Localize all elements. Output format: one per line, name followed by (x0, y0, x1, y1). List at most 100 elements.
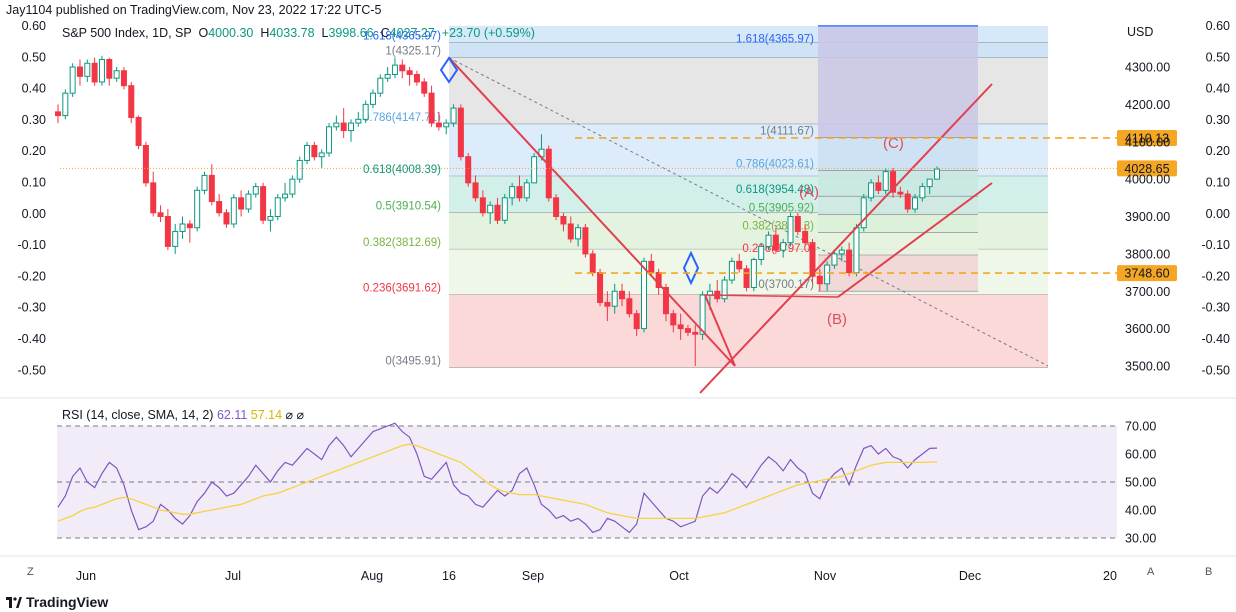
candle-body (838, 249, 845, 255)
candle-body (362, 103, 369, 120)
candle-body (604, 301, 611, 307)
price-tick-label: 3700.00 (1125, 285, 1170, 299)
candle-body (501, 197, 508, 221)
fib2-top-label: 1.618(4365.97) (736, 33, 814, 45)
time-tick-label: Jun (76, 569, 96, 583)
candle-body (692, 331, 699, 335)
candle-body (172, 230, 179, 247)
candle-body (252, 186, 259, 195)
candle-body (677, 324, 684, 330)
candle-body (582, 227, 589, 255)
left-tick-label: 0.10 (22, 176, 46, 190)
candle-body (62, 92, 69, 117)
price-tick-label: 3800.00 (1125, 247, 1170, 261)
lower-channel-line (837, 182, 993, 298)
price-tick-label: 4300.00 (1125, 61, 1170, 75)
price-tick-label: 3600.00 (1125, 322, 1170, 336)
candle-body (230, 197, 237, 225)
low-label: L (321, 26, 329, 40)
candle-body (179, 223, 186, 232)
candle-body (611, 290, 618, 307)
rsi-label: RSI (14, close, SMA, 14, 2) (62, 408, 214, 422)
zoom-button[interactable]: Z (27, 566, 34, 578)
candle-body (619, 290, 626, 300)
fib2-zone (818, 25, 978, 138)
price-tick-label: 3500.00 (1125, 360, 1170, 374)
log-scale-button[interactable]: B (1205, 566, 1213, 578)
candle-body (772, 234, 779, 251)
candle-body (912, 197, 919, 210)
left-tick-label: -0.10 (18, 238, 47, 252)
candle-body (91, 62, 98, 83)
candle-body (245, 193, 252, 210)
candle-body (516, 186, 523, 199)
footer-brand[interactable]: TradingView (6, 594, 108, 610)
candle-body (399, 64, 406, 72)
candle-body (589, 253, 596, 274)
candle-body (369, 92, 376, 105)
candle-body (853, 227, 860, 274)
candle-body (890, 171, 897, 193)
candle-body (450, 107, 457, 124)
candle-body (157, 212, 164, 217)
candle-body (670, 313, 677, 326)
candle-body (208, 174, 215, 203)
fib1-level-label: 1(4325.17) (385, 46, 441, 58)
candle-body (289, 178, 296, 195)
auto-scale-button[interactable]: A (1147, 566, 1155, 578)
candle-body (494, 204, 501, 221)
wave-label-a: (A) (799, 184, 819, 201)
wave-line-1 (704, 294, 839, 298)
candle-body (55, 111, 61, 117)
candle-body (736, 260, 743, 270)
candle-body (186, 223, 193, 229)
candle-body (296, 159, 303, 180)
time-tick-label: Oct (669, 569, 689, 583)
candle-body (523, 182, 530, 199)
candle-body (787, 216, 794, 244)
left-tick-label: 0.50 (22, 50, 46, 64)
candle-body (487, 204, 494, 214)
candle-body (904, 193, 911, 210)
right-tick-label: -0.30 (1202, 301, 1231, 315)
candle-body (831, 253, 838, 266)
candle-body (260, 186, 267, 221)
publisher-line: Jay1104 published on TradingView.com, No… (6, 3, 382, 17)
candle-body (348, 122, 354, 132)
candle-body (428, 92, 435, 124)
candle-body (216, 201, 223, 214)
candle-body (135, 116, 142, 146)
price-tag-bg (1117, 160, 1177, 177)
candle-body (84, 62, 91, 77)
candle-body (662, 287, 669, 315)
left-tick-label: 0.40 (22, 82, 46, 96)
fib1-level-label: 0.5(3910.54) (376, 201, 441, 213)
candle-body (98, 59, 105, 83)
rsi-eye-icons[interactable]: ⌀ ⌀ (285, 408, 305, 422)
rsi-value: 62.11 (216, 408, 248, 422)
candle-body (824, 264, 831, 285)
candle-body (113, 70, 120, 79)
candle-body (142, 144, 149, 184)
candle-body (882, 171, 889, 191)
price-tag-label: 4110.13 (1125, 131, 1169, 145)
candle-body (728, 260, 735, 281)
candle-body (318, 152, 325, 158)
candle-body (421, 81, 428, 94)
candle-body (860, 197, 867, 229)
candle-body (816, 275, 823, 285)
candle-body (553, 197, 560, 217)
rsi-line (57, 422, 938, 534)
rsi-tick-label: 50.00 (1125, 476, 1156, 490)
candle-body (509, 186, 516, 199)
right-tick-label: 0.20 (1206, 144, 1230, 158)
fib1-level-label: 1.618(4365.97) (363, 30, 441, 42)
fib2-zone (818, 196, 978, 215)
candle-body (575, 227, 582, 240)
price-tag-bg (1117, 265, 1177, 282)
tradingview-logo-icon (6, 597, 22, 608)
candle-body (560, 216, 567, 225)
candle-body (333, 122, 340, 128)
candle-body (201, 174, 208, 191)
